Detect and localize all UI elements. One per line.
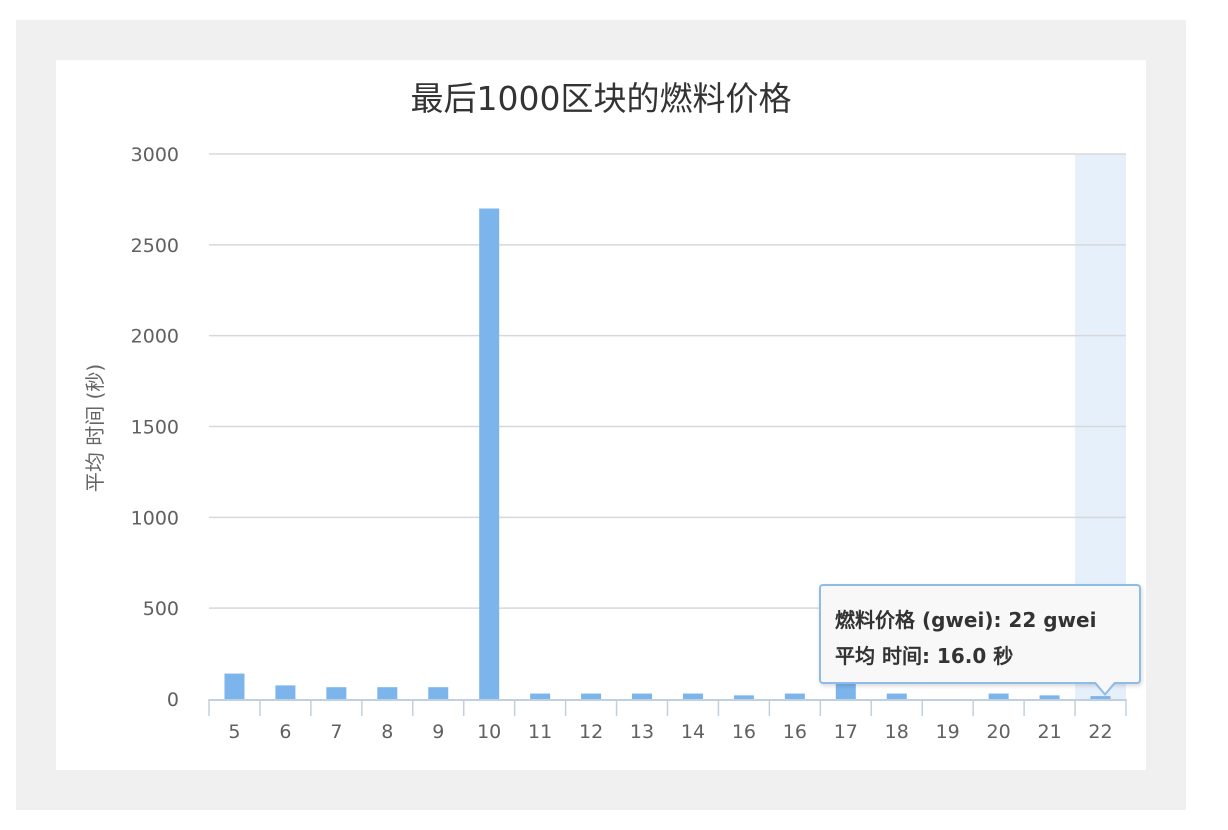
x-tick-label: 16 [732,721,756,743]
tooltip: 燃料价格 (gwei): 22 gwei 平均 时间: 16.0 秒 [819,584,1141,684]
y-tick-label: 500 [143,598,179,620]
x-tick-label: 17 [834,721,858,743]
x-tick-label: 10 [477,721,501,743]
x-tick-label: 6 [279,721,291,743]
y-tick-label: 2000 [131,326,179,348]
y-tick-label: 2500 [131,235,179,257]
bar-layer [224,208,1111,699]
bar [275,685,296,699]
tooltip-line-price: 燃料价格 (gwei): 22 gwei [835,608,1097,632]
x-tick-label: 12 [579,721,603,743]
x-tick-label: 21 [1037,721,1061,743]
x-tick-label: 18 [885,721,909,743]
bar [733,695,754,699]
axis-layer: 0 500 1000 1500 2000 2500 3000 5 6 7 8 9 10 11 12 13 14 1… [131,144,1127,743]
y-tick-label: 1500 [131,417,179,439]
y-axis-label: 平均 时间 (秒) [83,364,107,492]
y-tick-label: 3000 [131,144,179,166]
bar [784,693,805,699]
bar [479,208,500,699]
bar [886,693,907,699]
x-tick-label: 20 [987,721,1011,743]
bar [835,680,856,699]
y-tick-label: 1000 [131,507,179,529]
x-tick-label: 5 [228,721,240,743]
bar [530,693,551,699]
chart-title: 最后1000区块的燃料价格 [410,79,792,118]
x-tick-label: 19 [936,721,960,743]
bar [1090,696,1111,699]
bar [988,693,1009,699]
x-tick-label: 9 [432,721,444,743]
bar [1039,695,1060,699]
x-tick-label: 16 [783,721,807,743]
x-tick-label: 11 [528,721,552,743]
x-tick-label: 13 [630,721,654,743]
bar [224,673,245,699]
tooltip-line-time: 平均 时间: 16.0 秒 [835,644,1014,668]
x-tick-label: 8 [381,721,393,743]
bar [428,687,449,699]
tooltip-arrow-inner [1095,681,1115,693]
x-tick-label: 14 [681,721,705,743]
x-tick-label: 22 [1088,721,1112,743]
bar [682,693,703,699]
x-tick-label: 7 [330,721,342,743]
bar [326,687,347,699]
bar [377,687,398,699]
bar [632,693,653,699]
bar [581,693,602,699]
y-tick-label: 0 [167,689,179,711]
grid-layer [209,153,1126,609]
